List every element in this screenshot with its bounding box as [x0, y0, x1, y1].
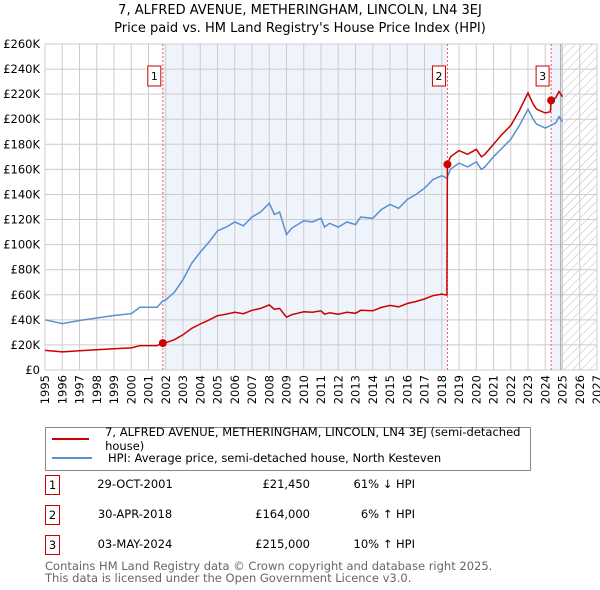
- x-tick-label: 1995: [38, 375, 52, 404]
- x-tick-label: 2011: [314, 375, 328, 404]
- sale-row: 3 03-MAY-2024 £215,000 10% ↑ HPI: [45, 535, 445, 555]
- sale-date: 30-APR-2018: [97, 507, 173, 521]
- x-tick-label: 2000: [124, 375, 138, 404]
- forecast-hatch: [560, 44, 597, 370]
- sale-marker-label: 2: [435, 70, 442, 83]
- x-tick-label: 2018: [435, 375, 449, 404]
- sale-marker-badge: 1: [45, 475, 60, 495]
- y-tick-label: £120K: [3, 213, 40, 227]
- y-tick-label: £260K: [3, 37, 40, 51]
- x-tick-label: 2005: [211, 375, 225, 404]
- x-tick-label: 2022: [504, 375, 518, 404]
- y-tick-label: £240K: [3, 62, 40, 76]
- legend-item-hpi: HPI: Average price, semi-detached house,…: [52, 449, 441, 467]
- legend-item-property: 7, ALFRED AVENUE, METHERINGHAM, LINCOLN,…: [52, 425, 530, 453]
- y-tick-label: £60K: [11, 288, 41, 302]
- x-tick-label: 1997: [73, 375, 87, 404]
- y-tick-label: £20K: [11, 338, 41, 352]
- y-tick-label: £80K: [11, 263, 41, 277]
- x-tick-label: 2025: [556, 375, 570, 404]
- sale-price: £164,000: [255, 507, 310, 521]
- x-tick-label: 2015: [383, 375, 397, 404]
- sale-point: [158, 339, 167, 348]
- x-tick-label: 2008: [262, 375, 276, 404]
- x-tick-label: 2026: [573, 375, 587, 404]
- x-tick-label: 2027: [590, 375, 600, 404]
- sale-date: 03-MAY-2024: [97, 537, 173, 551]
- x-tick-label: 2020: [469, 375, 483, 404]
- sale-marker-label: 1: [151, 70, 158, 83]
- x-tick-label: 2004: [193, 375, 207, 404]
- x-tick-label: 2017: [418, 375, 432, 404]
- sale-date: 29-OCT-2001: [97, 477, 173, 491]
- sale-hpi-diff: 6% ↑ HPI: [360, 507, 415, 521]
- sale-price: £21,450: [262, 477, 310, 491]
- y-tick-label: £200K: [3, 112, 40, 126]
- x-tick-label: 2006: [228, 375, 242, 404]
- x-tick-label: 2002: [159, 375, 173, 404]
- series-line: [44, 107, 564, 325]
- x-tick-label: 1999: [107, 375, 121, 404]
- x-tick-label: 2001: [142, 375, 156, 404]
- x-tick-label: 2024: [538, 375, 552, 404]
- sale-point: [443, 160, 452, 169]
- y-tick-label: £220K: [3, 87, 40, 101]
- y-tick-label: £40K: [11, 313, 41, 327]
- sale-marker-badge: 2: [45, 505, 60, 525]
- x-tick-label: 2009: [280, 375, 294, 404]
- legend-label: 7, ALFRED AVENUE, METHERINGHAM, LINCOLN,…: [105, 425, 521, 453]
- y-tick-label: £0: [25, 363, 40, 377]
- x-tick-label: 2012: [331, 375, 345, 404]
- sale-hpi-diff: 61% ↓ HPI: [353, 477, 415, 491]
- series-line: [44, 90, 564, 353]
- sale-marker-badge: 3: [45, 535, 60, 555]
- sale-price: £215,000: [255, 537, 310, 551]
- y-tick-label: £140K: [3, 187, 40, 201]
- sale-row: 2 30-APR-2018 £164,000 6% ↑ HPI: [45, 505, 445, 525]
- sale-row: 1 29-OCT-2001 £21,450 61% ↓ HPI: [45, 475, 445, 495]
- blue-line-icon: [52, 457, 92, 459]
- x-tick-label: 2019: [452, 375, 466, 404]
- footer-licence: This data is licensed under the Open Gov…: [45, 571, 412, 585]
- y-tick-label: £100K: [3, 238, 40, 252]
- shaded-ownership-period: [551, 44, 561, 370]
- sale-hpi-diff: 10% ↑ HPI: [353, 537, 415, 551]
- footer-copyright: Contains HM Land Registry data © Crown c…: [45, 559, 493, 573]
- x-tick-label: 2014: [366, 375, 380, 404]
- x-tick-label: 1998: [90, 375, 104, 404]
- x-tick-label: 2010: [297, 375, 311, 404]
- x-tick-label: 2003: [176, 375, 190, 404]
- x-tick-label: 2013: [349, 375, 363, 404]
- red-line-icon: [52, 438, 90, 440]
- y-tick-label: £180K: [3, 137, 40, 151]
- x-tick-label: 2007: [245, 375, 259, 404]
- y-tick-label: £160K: [3, 162, 40, 176]
- x-tick-label: 1996: [55, 375, 69, 404]
- x-tick-label: 2021: [487, 375, 501, 404]
- x-tick-label: 2016: [400, 375, 414, 404]
- sale-marker-box: [535, 65, 550, 87]
- sale-marker-box: [431, 65, 446, 87]
- sale-marker-box: [147, 65, 162, 87]
- sale-point: [547, 96, 556, 105]
- chart-subtitle: Price paid vs. HM Land Registry's House …: [114, 21, 486, 36]
- chart-title: 7, ALFRED AVENUE, METHERINGHAM, LINCOLN,…: [118, 3, 482, 18]
- legend-label: HPI: Average price, semi-detached house,…: [108, 451, 442, 465]
- legend: 7, ALFRED AVENUE, METHERINGHAM, LINCOLN,…: [45, 425, 531, 471]
- x-tick-label: 2023: [521, 375, 535, 404]
- price-chart: 1995 1996 1997 1998 1999 2000 2001 2002 2003 2004…: [3, 37, 600, 404]
- sale-marker-label: 3: [539, 70, 546, 83]
